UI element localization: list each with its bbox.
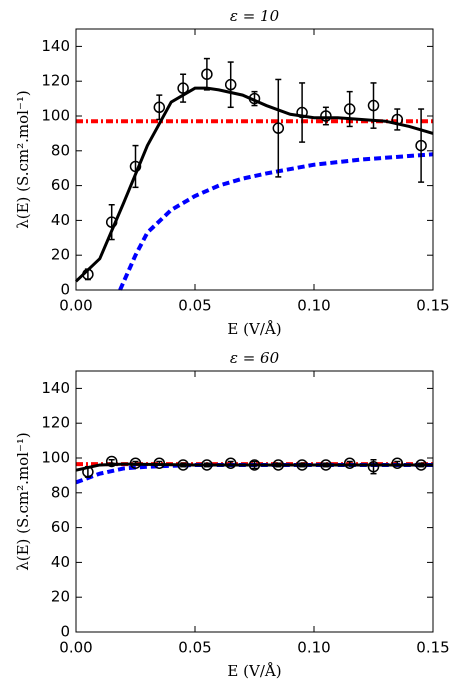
data-point: [177, 82, 189, 94]
data-point: [248, 459, 261, 471]
y-tick-label: 120: [41, 72, 70, 90]
data-point: [224, 457, 237, 469]
data-point: [224, 78, 237, 91]
x-tick-label: 0.10: [297, 297, 330, 315]
line: [118, 152, 434, 291]
line: [75, 462, 433, 472]
y-tick-label: 140: [41, 37, 70, 55]
data-point: [153, 457, 166, 469]
data-point: [248, 92, 261, 105]
data-point: [201, 68, 213, 80]
data-point: [105, 216, 118, 228]
y-tick-label: 60: [51, 176, 70, 194]
y-tick-label: 20: [51, 588, 70, 606]
data-point: [129, 457, 142, 469]
x-tick-label: 0.00: [59, 639, 92, 657]
data-point: [272, 459, 285, 471]
y-tick-label: 0: [60, 623, 70, 641]
y-tick-label: 100: [41, 449, 70, 467]
y-tick-label: 0: [60, 281, 70, 299]
y-tick-label: 40: [51, 553, 70, 571]
x-tick-label: 0.05: [178, 297, 211, 315]
x-tick-label: 0.10: [297, 639, 330, 657]
y-tick-label: 20: [51, 246, 70, 264]
y-tick-label: 120: [41, 414, 70, 432]
y-tick-label: 140: [41, 379, 70, 397]
y-tick-label: 60: [51, 518, 70, 536]
x-tick-label: 0.15: [416, 297, 449, 315]
data-point: [415, 139, 427, 152]
x-tick-label: 0.00: [59, 297, 92, 315]
y-tick-label: 80: [51, 483, 70, 501]
data-point: [296, 459, 308, 471]
chart-title: ε = 60: [230, 349, 280, 367]
data-point: [201, 459, 213, 471]
plot-frame: [75, 28, 434, 291]
chart-title: ε = 10: [230, 7, 280, 25]
data-point: [415, 459, 427, 471]
data-point: [320, 110, 332, 122]
plot-frame: [75, 370, 434, 633]
y-tick-label: 100: [41, 107, 70, 125]
data-point: [367, 99, 380, 112]
line: [74, 86, 434, 283]
y-tick-label: 40: [51, 211, 70, 229]
data-point: [82, 466, 94, 478]
data-point: [105, 455, 118, 468]
y-axis-label: λ(E) (S.cm².mol⁻¹): [14, 90, 32, 229]
data-point: [296, 106, 308, 119]
x-tick-label: 0.15: [416, 639, 449, 657]
data-point: [391, 457, 404, 469]
data-point: [343, 457, 356, 469]
data-point: [82, 268, 94, 281]
data-point: [177, 459, 189, 471]
data-point: [343, 103, 356, 115]
data-point: [129, 160, 142, 173]
data-point: [367, 460, 380, 473]
y-tick-label: 80: [51, 141, 70, 159]
x-tick-label: 0.05: [178, 639, 211, 657]
data-point: [272, 122, 285, 134]
data-point: [153, 101, 166, 114]
x-axis-label: E (V/Å): [227, 662, 281, 680]
data-point: [391, 113, 404, 126]
y-axis-label: λ(E) (S.cm².mol⁻¹): [14, 432, 32, 571]
data-point: [320, 459, 332, 471]
x-axis-label: E (V/Å): [227, 320, 281, 338]
